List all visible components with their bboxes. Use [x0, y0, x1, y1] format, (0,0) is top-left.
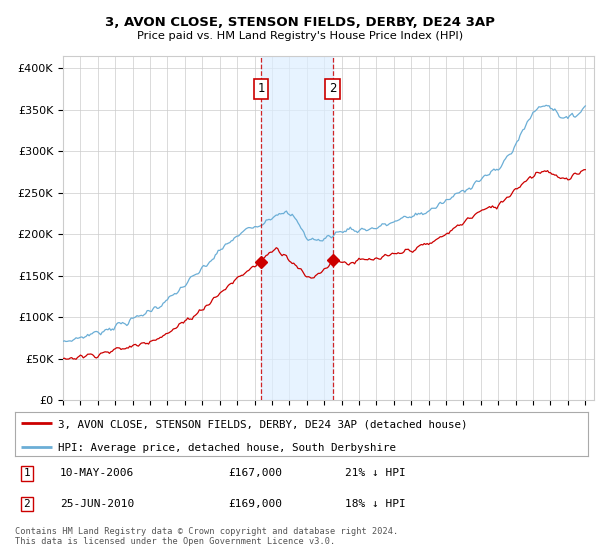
- Text: 25-JUN-2010: 25-JUN-2010: [60, 499, 134, 509]
- Text: £169,000: £169,000: [228, 499, 282, 509]
- Text: 1: 1: [23, 468, 31, 478]
- Text: 2: 2: [329, 82, 336, 95]
- Text: £167,000: £167,000: [228, 468, 282, 478]
- Text: 3, AVON CLOSE, STENSON FIELDS, DERBY, DE24 3AP: 3, AVON CLOSE, STENSON FIELDS, DERBY, DE…: [105, 16, 495, 29]
- Text: 21% ↓ HPI: 21% ↓ HPI: [345, 468, 406, 478]
- Text: 18% ↓ HPI: 18% ↓ HPI: [345, 499, 406, 509]
- Text: 10-MAY-2006: 10-MAY-2006: [60, 468, 134, 478]
- Bar: [261, 56, 332, 400]
- Text: 1: 1: [257, 82, 265, 95]
- Text: Contains HM Land Registry data © Crown copyright and database right 2024.
This d: Contains HM Land Registry data © Crown c…: [15, 527, 398, 546]
- Text: Price paid vs. HM Land Registry's House Price Index (HPI): Price paid vs. HM Land Registry's House …: [137, 31, 463, 41]
- Text: HPI: Average price, detached house, South Derbyshire: HPI: Average price, detached house, Sout…: [58, 443, 396, 453]
- Text: 2: 2: [23, 499, 31, 509]
- Text: 3, AVON CLOSE, STENSON FIELDS, DERBY, DE24 3AP (detached house): 3, AVON CLOSE, STENSON FIELDS, DERBY, DE…: [58, 419, 467, 429]
